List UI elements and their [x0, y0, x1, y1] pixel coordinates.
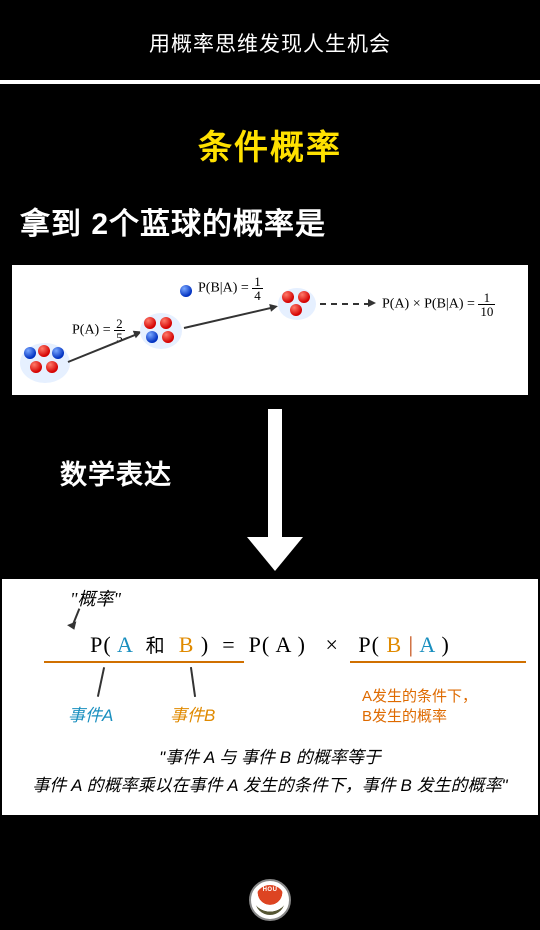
label-conditional-text: A发生的条件下， B发生的概率 [362, 687, 477, 728]
formula-pba-label: P(B|A) = [198, 281, 249, 296]
underline-left [44, 661, 244, 663]
ball-red [282, 291, 294, 303]
logo-monkey-face-icon: HOU [255, 885, 285, 915]
formula-times: × [325, 632, 338, 657]
ball-red [290, 304, 302, 316]
title-conditional-probability: 条件概率 [0, 84, 540, 187]
formula-eq: = [222, 632, 235, 657]
ball-blue [146, 331, 158, 343]
cond-text-l2: B发生的概率 [362, 708, 447, 725]
down-arrow-section: 数学表达 [0, 403, 540, 573]
formula-part: ) [201, 632, 209, 657]
formula-bar: | [409, 632, 414, 657]
formula-and: 和 [146, 636, 166, 657]
ball-blue [52, 347, 64, 359]
dashed-arrow [320, 303, 370, 305]
ball-red [298, 291, 310, 303]
label-event-b: 事件B [170, 701, 215, 726]
annotation-arrow [97, 667, 105, 697]
frac-den: 10 [478, 305, 495, 318]
formula-part: P( [90, 632, 112, 657]
formula-A: A [117, 632, 133, 657]
logo-monkey: HOU [249, 879, 291, 921]
formula-B: B [386, 632, 402, 657]
explanation-line1: "事件 A 与 事件 B 的概率等于 [2, 743, 538, 768]
formula-result: P(A) × P(B|A) = 110 [382, 291, 495, 318]
ball-cluster-1 [20, 343, 70, 383]
ball-blue-lone [180, 285, 192, 297]
page-header: 用概率思维发现人生机会 [0, 0, 540, 80]
arrow-line [184, 306, 274, 329]
ball-blue [24, 347, 36, 359]
label-math-expression: 数学表达 [60, 453, 172, 492]
formula-conditional: P( A 和 B ) = P( A ) × P( B | A ) [2, 631, 538, 658]
ball-red [46, 361, 58, 373]
logo-text: HOU [255, 887, 285, 893]
ball-red [160, 317, 172, 329]
formula-pa-label: P(A) = [72, 323, 111, 338]
frac-num: 1 [478, 291, 495, 305]
formula-pba: P(B|A) = 14 [198, 275, 263, 302]
formula-rhs1: P( A ) [249, 632, 306, 657]
formula-A: A [419, 632, 435, 657]
ball-cluster-2 [140, 313, 182, 349]
frac-num: 1 [252, 275, 263, 289]
arrow-down-head-icon [247, 537, 303, 571]
diagram-ball-probability: P(A) = 25 P(B|A) = 14 P(A) × P(B|A) = 11… [12, 265, 528, 395]
label-event-a: 事件A [68, 701, 113, 726]
annotation-arrow [190, 667, 196, 697]
ball-red [144, 317, 156, 329]
ball-red [30, 361, 42, 373]
arrow-head-icon [368, 299, 376, 307]
explanation-line2: 事件 A 的概率乘以在事件 A 发生的条件下，事件 B 发生的概率" [2, 771, 538, 796]
frac-num: 2 [114, 317, 125, 331]
formula-part: ) [442, 632, 450, 657]
ball-red [162, 331, 174, 343]
formula-result-label: P(A) × P(B|A) = [382, 297, 475, 312]
diagram-formula-explained: "概率" P( A 和 B ) = P( A ) × P( B | A ) 事件… [2, 579, 538, 815]
formula-part: P( [358, 632, 380, 657]
formula-B: B [179, 632, 195, 657]
subtitle-question: 拿到 2个蓝球的概率是 [0, 187, 540, 265]
frac-den: 4 [252, 289, 263, 302]
cond-text-l1: A发生的条件下， [362, 688, 477, 705]
underline-right [350, 661, 526, 663]
ball-red [38, 345, 50, 357]
ball-cluster-3 [278, 288, 316, 320]
arrow-down-shaft [268, 409, 282, 539]
